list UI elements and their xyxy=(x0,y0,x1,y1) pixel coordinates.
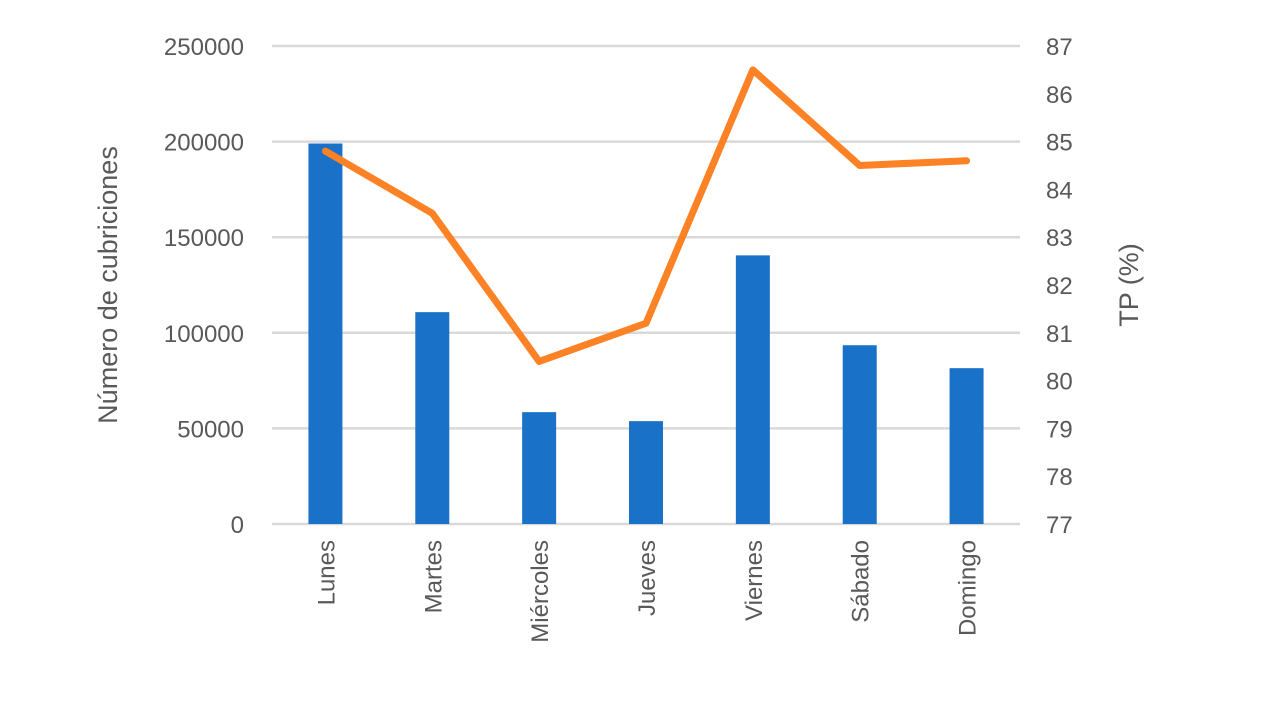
y-tick-label: 200000 xyxy=(164,130,244,157)
x-tick-label: Sábado xyxy=(848,540,875,623)
y2-axis-title: TP (%) xyxy=(1114,243,1144,327)
x-tick-label: Jueves xyxy=(634,540,661,616)
y-tick-label: 150000 xyxy=(164,225,244,252)
y2-tick-label: 85 xyxy=(1046,130,1073,157)
y2-tick-label: 84 xyxy=(1046,177,1073,204)
x-tick-label: Miércoles xyxy=(527,540,554,643)
bar-Martes xyxy=(415,312,450,524)
x-tick-label: Lunes xyxy=(313,540,340,605)
bar-Jueves xyxy=(629,421,663,524)
y-axis-title: Número de cubriciones xyxy=(93,146,123,424)
y-tick-label: 50000 xyxy=(177,416,244,443)
y2-tick-label: 83 xyxy=(1046,225,1073,252)
y2-tick-label: 81 xyxy=(1046,321,1073,348)
y2-tick-label: 79 xyxy=(1046,416,1073,443)
y2-tick-label: 82 xyxy=(1046,273,1073,300)
x-tick-label: Domingo xyxy=(955,540,982,636)
x-tick-label: Viernes xyxy=(741,540,768,621)
y-tick-label: 100000 xyxy=(164,321,244,348)
bar-Sábado xyxy=(842,345,877,524)
y-tick-label: 0 xyxy=(231,512,244,539)
y2-tick-label: 77 xyxy=(1046,512,1073,539)
y-tick-label: 250000 xyxy=(164,34,244,61)
y2-tick-label: 87 xyxy=(1046,34,1073,61)
y2-tick-label: 78 xyxy=(1046,464,1073,491)
bar-Viernes xyxy=(735,255,770,524)
y2-tick-label: 86 xyxy=(1046,82,1073,109)
bar-Miércoles xyxy=(522,412,557,524)
y2-tick-label: 80 xyxy=(1046,369,1073,396)
x-tick-label: Martes xyxy=(420,540,447,613)
bar-Domingo xyxy=(949,368,984,524)
bar-Lunes xyxy=(308,143,343,524)
